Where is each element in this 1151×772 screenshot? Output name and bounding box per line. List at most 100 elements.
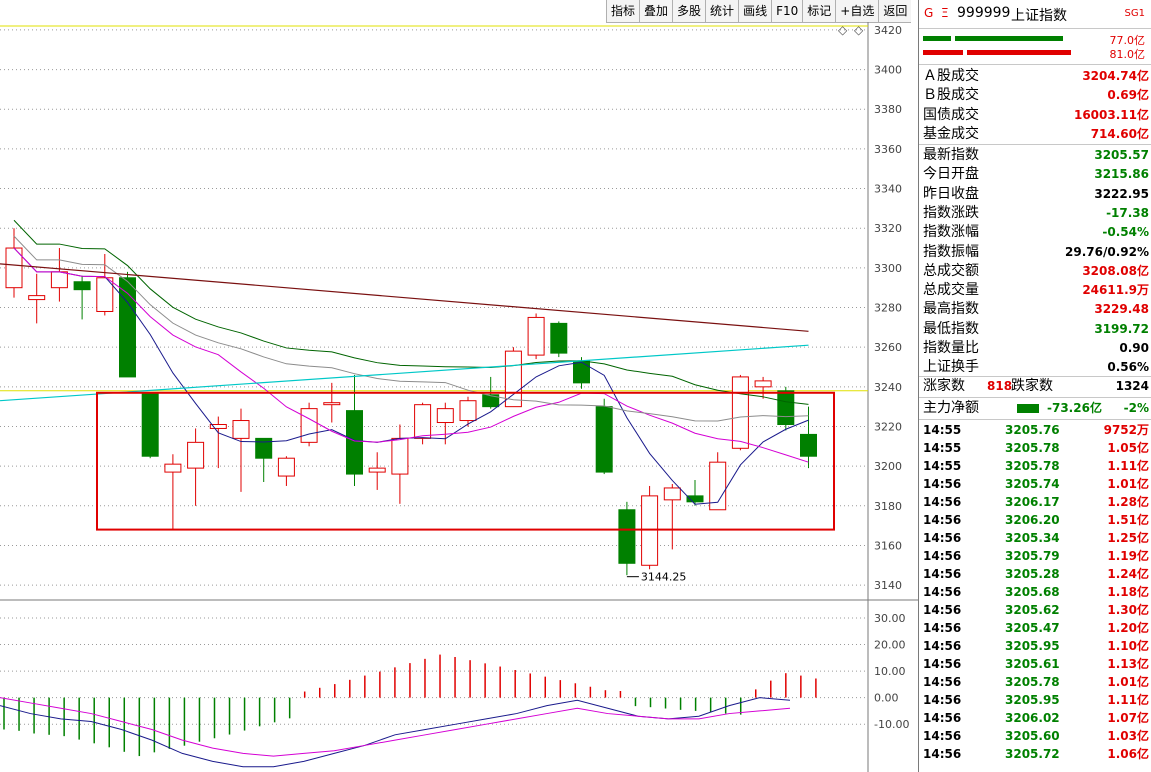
stat-row: 最高指数 3229.48 (923, 300, 1149, 319)
stat-value: 3205.57 (1094, 148, 1149, 162)
main-flow-value: -73.26亿 (1047, 401, 1102, 415)
stat-row: 今日开盘 3215.86 (923, 165, 1149, 184)
tick-row: 14:56 3206.02 1.07亿 (923, 709, 1149, 727)
candle-body (96, 277, 114, 312)
tick-price: 3206.17 (1005, 495, 1060, 509)
tick-time: 14:56 (923, 531, 962, 545)
price-tick-label: 3280 (874, 302, 902, 315)
tick-price: 3205.95 (1005, 693, 1060, 707)
stat-label: 最新指数 (923, 147, 979, 163)
tick-time: 14:56 (923, 675, 962, 689)
tick-time: 14:55 (923, 423, 962, 437)
candle-body (209, 424, 227, 429)
price-tick-label: 3180 (874, 500, 902, 513)
tick-row: 14:56 3205.74 1.01亿 (923, 475, 1149, 493)
macd-dif-line (0, 697, 791, 768)
candle-body (777, 390, 795, 425)
tick-row: 14:56 3206.17 1.28亿 (923, 493, 1149, 511)
divider (919, 376, 1151, 377)
stat-row: 昨日收盘 3222.95 (923, 185, 1149, 204)
ma20-line (13, 235, 809, 422)
tick-time: 14:56 (923, 693, 962, 707)
tick-time: 14:56 (923, 513, 962, 527)
tick-price: 3205.95 (1005, 639, 1060, 653)
menu-icon[interactable]: Ξ (941, 6, 949, 20)
macd-tick-label: -10.00 (874, 718, 909, 731)
tick-time: 14:56 (923, 549, 962, 563)
toolbar-button[interactable]: +自选 (835, 0, 878, 22)
price-tick-label: 3260 (874, 341, 902, 354)
tick-row: 14:55 3205.76 9752万 (923, 421, 1149, 439)
tick-time: 14:56 (923, 603, 962, 617)
tick-time: 14:56 (923, 657, 962, 671)
stat-row: 国债成交 16003.11亿 (923, 106, 1149, 125)
toolbar-button[interactable]: 指标 (606, 0, 639, 22)
tick-time: 14:56 (923, 585, 962, 599)
stat-row: 总成交量 24611.9万 (923, 281, 1149, 300)
stat-value: -17.38 (1106, 205, 1149, 220)
stat-label: 昨日收盘 (923, 185, 979, 202)
stat-label: 指数涨跌 (923, 204, 979, 221)
candle-body (573, 360, 590, 384)
ma120-line (0, 344, 809, 402)
tick-row: 14:56 3205.60 1.03亿 (923, 727, 1149, 745)
low-price-label: 3144.25 (641, 571, 687, 584)
candle-body (709, 461, 727, 511)
tick-price: 3206.02 (1005, 711, 1060, 725)
tick-price: 3205.61 (1005, 657, 1060, 671)
tick-row: 14:55 3205.78 1.05亿 (923, 439, 1149, 457)
candle-body (436, 408, 454, 424)
tick-volume: 9752万 (1103, 423, 1149, 437)
sell-amount: 81.0亿 (1109, 48, 1146, 61)
decline-count: 1324 (1115, 379, 1149, 393)
toolbar-button[interactable]: 统计 (705, 0, 738, 22)
tick-volume: 1.05亿 (1107, 441, 1149, 455)
ma30-line (13, 219, 809, 405)
toolbar-button[interactable]: 返回 (878, 0, 911, 22)
divider (919, 397, 1151, 398)
toolbar-button[interactable]: 叠加 (639, 0, 672, 22)
stat-row: 指数涨幅 -0.54% (923, 223, 1149, 242)
tick-volume: 1.06亿 (1107, 747, 1149, 761)
tick-row: 14:55 3205.78 1.11亿 (923, 457, 1149, 475)
candle-body (187, 441, 205, 469)
candle-body (28, 295, 46, 301)
tick-volume: 1.13亿 (1107, 657, 1149, 671)
tick-row: 14:56 3205.79 1.19亿 (923, 547, 1149, 565)
toolbar-button[interactable]: F10 (771, 0, 802, 22)
price-tick-label: 3240 (874, 381, 902, 394)
tick-volume: 1.18亿 (1107, 585, 1149, 599)
toolbar-button[interactable]: 画线 (738, 0, 771, 22)
price-tick-label: 3420 (874, 24, 902, 37)
main-flow-row: 主力净额 -73.26亿 -2% (923, 399, 1149, 418)
tick-volume: 1.28亿 (1107, 495, 1149, 509)
candle-body (277, 457, 295, 477)
stat-label: 基金成交 (923, 125, 979, 142)
price-tick-label: 3320 (874, 222, 902, 235)
ma60-line (0, 263, 809, 332)
quote-panel: G Ξ 999999 上证指数 SG1 77.0亿 81.0亿 Ａ股成交 3204… (919, 0, 1151, 772)
stat-row: Ｂ股成交 0.69亿 (923, 86, 1149, 105)
toolbar-button[interactable]: 标记 (802, 0, 835, 22)
stat-row: 指数量比 0.90 (923, 339, 1149, 358)
diamond-icon: ◇ (838, 23, 848, 37)
tick-row: 14:56 3205.47 1.20亿 (923, 619, 1149, 637)
range-box (96, 391, 835, 531)
tick-volume: 1.10亿 (1107, 639, 1149, 653)
candle-body (300, 408, 318, 443)
tick-price: 3205.79 (1005, 549, 1060, 563)
panel-title: G Ξ 999999 上证指数 SG1 (919, 0, 1151, 29)
stat-value: 0.90 (1119, 341, 1149, 355)
stat-label: Ａ股成交 (923, 68, 979, 84)
tick-price: 3205.28 (1005, 567, 1060, 581)
tick-time: 14:56 (923, 711, 962, 725)
candle-body (141, 392, 159, 457)
price-tick-label: 3380 (874, 103, 902, 116)
macd-tick-label: 20.00 (874, 639, 906, 652)
stat-value: 0.56% (1107, 360, 1149, 375)
candle-body (754, 380, 772, 388)
kline-chart[interactable]: 3420 3400 3380 3360 3340 3320 3300 3280 3260 3240… (0, 22, 918, 772)
tick-volume: 1.07亿 (1107, 711, 1149, 725)
stat-label: 国债成交 (923, 106, 979, 123)
toolbar-button[interactable]: 多股 (672, 0, 705, 22)
